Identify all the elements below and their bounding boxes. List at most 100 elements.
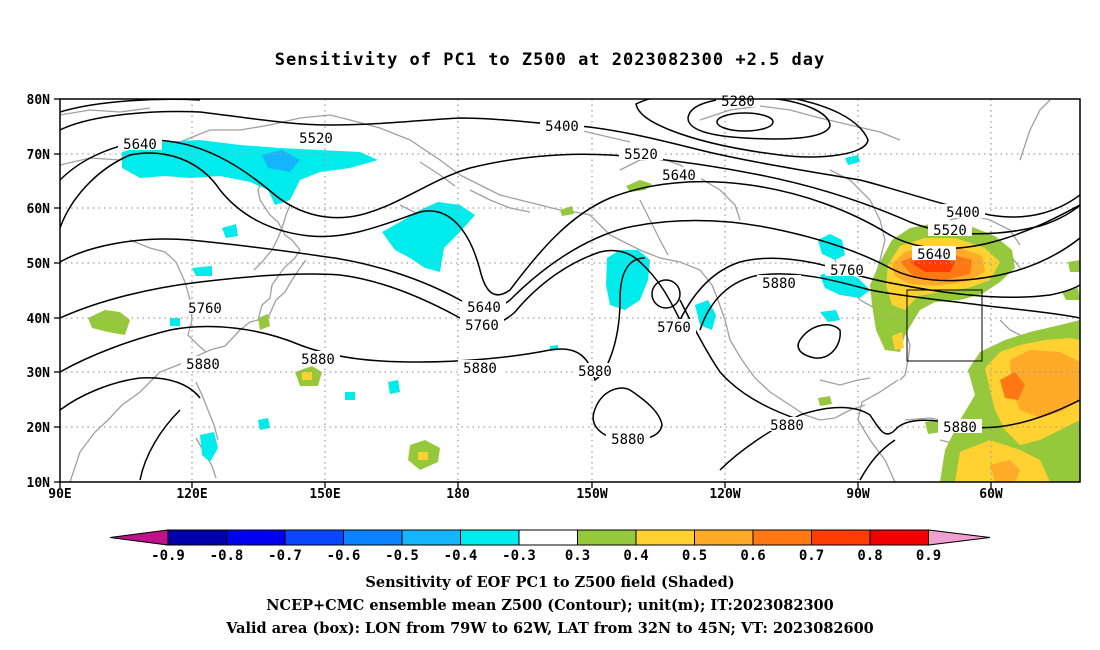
lat-tick-label: 70N bbox=[27, 148, 51, 163]
svg-text:5640: 5640 bbox=[917, 247, 951, 263]
contour-label: 5880 bbox=[181, 356, 225, 373]
contour-5640-south bbox=[60, 219, 1080, 309]
contour-5280 bbox=[687, 99, 831, 140]
colorbar-tick-label: 0.5 bbox=[682, 548, 707, 564]
contour-west-ridge bbox=[139, 409, 181, 481]
colorbar-tick-label: 0.4 bbox=[623, 548, 648, 564]
svg-text:5400: 5400 bbox=[545, 119, 579, 135]
contour-label: 5760 bbox=[183, 300, 227, 317]
colorbar-swatch bbox=[460, 529, 520, 546]
lat-tick-label: 50N bbox=[27, 257, 51, 272]
grid-lines bbox=[60, 99, 1080, 482]
contour-label: 5880 bbox=[458, 360, 502, 377]
colorbar-tick-label: -0.4 bbox=[444, 548, 478, 564]
contour-label: 5880 bbox=[573, 363, 617, 380]
caption-line-2: NCEP+CMC ensemble mean Z500 (Contour); u… bbox=[266, 597, 834, 614]
svg-text:5640: 5640 bbox=[662, 168, 696, 184]
lon-tick-label: 150E bbox=[309, 487, 340, 502]
svg-text:5880: 5880 bbox=[463, 361, 497, 377]
colorbar-swatch bbox=[869, 529, 929, 546]
contour-label: 5880 bbox=[765, 417, 809, 434]
contour-label: 5760 bbox=[825, 262, 869, 279]
colorbar-swatch bbox=[343, 529, 403, 546]
colorbar-tick-label: -0.8 bbox=[210, 548, 244, 564]
colorbar-right-arrow bbox=[928, 529, 991, 546]
contour-label: 5880 bbox=[296, 351, 340, 368]
lat-tick-label: 40N bbox=[27, 312, 51, 327]
colorbar-swatch bbox=[577, 529, 637, 546]
contour-label: 5400 bbox=[540, 118, 584, 135]
colorbar-swatch bbox=[518, 529, 578, 546]
lon-tick-label: 150W bbox=[576, 487, 607, 502]
colorbar-swatch bbox=[226, 529, 286, 546]
svg-text:5520: 5520 bbox=[299, 131, 333, 147]
lon-axis-labels: 90E 120E 150E 180 150W 120W 90W 60W bbox=[48, 487, 1003, 502]
map-frame bbox=[59, 98, 1081, 483]
colorbar-swatch bbox=[635, 529, 695, 546]
caption-line-1: Sensitivity of EOF PC1 to Z500 field (Sh… bbox=[365, 574, 735, 591]
colorbar-swatch bbox=[811, 529, 871, 546]
contour-label: 5640 bbox=[462, 299, 506, 316]
contour-labels: 5280 5400 5520 5640 5520 5640 5400 5520 … bbox=[118, 93, 985, 448]
colorbar-left-arrow bbox=[109, 529, 169, 546]
valid-area-box bbox=[906, 289, 983, 362]
contour-label: 5520 bbox=[928, 222, 972, 239]
contour-5880 bbox=[60, 257, 646, 382]
colorbar-swatch bbox=[284, 529, 344, 546]
svg-text:5880: 5880 bbox=[770, 418, 804, 434]
contour-5880-d bbox=[797, 324, 841, 359]
contour-5880-b bbox=[699, 273, 1080, 331]
svg-text:5760: 5760 bbox=[830, 263, 864, 279]
contour-label: 5640 bbox=[912, 246, 956, 263]
svg-text:5520: 5520 bbox=[933, 223, 967, 239]
svg-text:5640: 5640 bbox=[123, 137, 157, 153]
lon-tick-label: 60W bbox=[979, 487, 1003, 502]
contour-5880-closed bbox=[592, 387, 663, 442]
caption-line-3: Valid area (box): LON from 79W to 62W, L… bbox=[226, 620, 874, 637]
lat-tick-label: 60N bbox=[27, 202, 51, 217]
svg-text:5760: 5760 bbox=[657, 320, 691, 336]
colorbar-tick-label: -0.3 bbox=[502, 548, 536, 564]
lat-tick-label: 30N bbox=[27, 366, 51, 381]
svg-text:5760: 5760 bbox=[188, 301, 222, 317]
svg-text:5880: 5880 bbox=[762, 276, 796, 292]
colorbar-swatch bbox=[401, 529, 461, 546]
contour-label: 5880 bbox=[606, 431, 650, 448]
svg-text:5880: 5880 bbox=[186, 357, 220, 373]
contour-5640-north bbox=[60, 152, 1080, 296]
colorbar bbox=[109, 529, 991, 546]
lat-tick-label: 10N bbox=[27, 476, 51, 491]
contour-5400-low bbox=[635, 99, 869, 158]
svg-text:5880: 5880 bbox=[611, 432, 645, 448]
lon-tick-label: 90E bbox=[48, 487, 71, 502]
colorbar-swatch bbox=[752, 529, 812, 546]
contour-label: 5760 bbox=[460, 317, 504, 334]
contour-label: 5760 bbox=[652, 319, 696, 336]
colorbar-tick-label: -0.7 bbox=[268, 548, 302, 564]
lat-tick-label: 20N bbox=[27, 421, 51, 436]
lon-tick-label: 180 bbox=[446, 487, 470, 502]
lon-tick-label: 120E bbox=[176, 487, 207, 502]
tick-marks bbox=[54, 98, 992, 488]
contour-label: 5280 bbox=[716, 93, 760, 110]
map-title: Sensitivity of PC1 to Z500 at 2023082300… bbox=[274, 50, 826, 70]
svg-text:5400: 5400 bbox=[946, 205, 980, 221]
colorbar-tick-label: 0.6 bbox=[740, 548, 765, 564]
low-center-5280 bbox=[716, 112, 774, 132]
contour-5760 bbox=[60, 249, 1080, 326]
contour-label: 5520 bbox=[294, 130, 338, 147]
contour-5880-c bbox=[60, 376, 201, 411]
svg-text:5640: 5640 bbox=[467, 300, 501, 316]
contour-label: 5640 bbox=[118, 136, 162, 153]
svg-text:5880: 5880 bbox=[943, 420, 977, 436]
svg-text:5880: 5880 bbox=[301, 352, 335, 368]
sensitivity-shading bbox=[88, 140, 1080, 482]
svg-text:5520: 5520 bbox=[624, 147, 658, 163]
colorbar-tick-label: 0.9 bbox=[916, 548, 941, 564]
svg-text:5880: 5880 bbox=[578, 364, 612, 380]
colorbar-swatch bbox=[694, 529, 754, 546]
colorbar-tick-label: 0.3 bbox=[565, 548, 590, 564]
colorbar-labels: -0.9 -0.8 -0.7 -0.6 -0.5 -0.4 -0.3 0.3 0.4 0.5 0.6… bbox=[151, 548, 941, 564]
colorbar-tick-label: 0.7 bbox=[799, 548, 824, 564]
